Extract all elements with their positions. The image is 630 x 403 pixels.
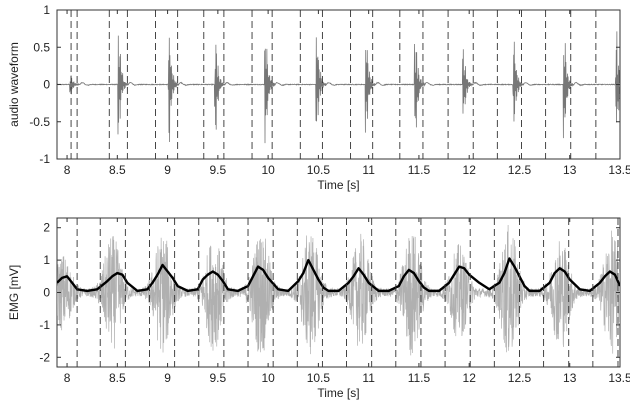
top-x-tick-label: 10 — [261, 163, 275, 177]
top-x-tick-label: 8.5 — [109, 163, 126, 177]
bottom-y-tick-label: 2 — [43, 221, 50, 235]
bottom-y-axis-label: EMG [mV] — [7, 265, 21, 320]
bottom-x-tick-label: 10.5 — [307, 371, 331, 385]
top-y-axis-label: audio waveform — [7, 42, 21, 127]
top-x-tick-label: 11.5 — [408, 163, 431, 177]
top-x-tick-label: 13 — [563, 163, 577, 177]
emg-panel: 8 8.5 9 9.5 10 10.5 11 11.5 12 12.5 13 13.5-2-1012T… — [7, 217, 630, 400]
bottom-x-tick-label: 9 — [164, 371, 171, 385]
bottom-x-tick-label: 13.5 — [608, 371, 630, 385]
audio-waveform-line — [57, 31, 620, 144]
emg-envelope-line — [57, 257, 620, 293]
top-x-tick-label: 9 — [164, 163, 171, 177]
top-y-tick-label: 1 — [43, 3, 50, 17]
top-y-tick-label: 0 — [43, 78, 50, 92]
bottom-y-tick-label: -2 — [39, 350, 50, 364]
top-x-tick-label: 8 — [64, 163, 71, 177]
raw-emg-line — [57, 224, 620, 356]
top-x-tick-label: 10.5 — [307, 163, 331, 177]
bottom-x-tick-label: 9.5 — [210, 371, 227, 385]
top-y-tick-label: 0.5 — [33, 40, 50, 54]
top-x-tick-label: 11 — [362, 163, 375, 177]
top-x-tick-label: 12 — [463, 163, 477, 177]
bottom-x-tick-label: 13 — [563, 371, 577, 385]
top-x-tick-label: 12.5 — [508, 163, 532, 177]
top-x-axis-label: Time [s] — [317, 178, 359, 192]
bottom-x-tick-label: 12 — [463, 371, 477, 385]
top-y-tick-label: -1 — [39, 152, 50, 166]
top-y-tick-label: -0.5 — [29, 115, 50, 129]
bottom-y-tick-label: 0 — [43, 286, 50, 300]
top-x-tick-label: 13.5 — [608, 163, 630, 177]
bottom-x-tick-label: 11 — [362, 371, 375, 385]
bottom-y-tick-label: 1 — [43, 253, 50, 267]
audio-waveform-panel: 8 8.5 9 9.5 10 10.5 11 11.5 12 12.5 13 13.5 -1 -0.5 0 0… — [7, 3, 630, 192]
bottom-x-axis-label: Time [s] — [317, 386, 359, 400]
bottom-y-tick-label: -1 — [39, 318, 50, 332]
bottom-x-tick-label: 12.5 — [508, 371, 532, 385]
bottom-x-tick-label: 8 — [64, 371, 71, 385]
top-x-tick-label: 9.5 — [210, 163, 227, 177]
bottom-x-tick-label: 10 — [261, 371, 275, 385]
bottom-x-tick-label: 8.5 — [109, 371, 126, 385]
bottom-x-tick-label: 11.5 — [408, 371, 431, 385]
